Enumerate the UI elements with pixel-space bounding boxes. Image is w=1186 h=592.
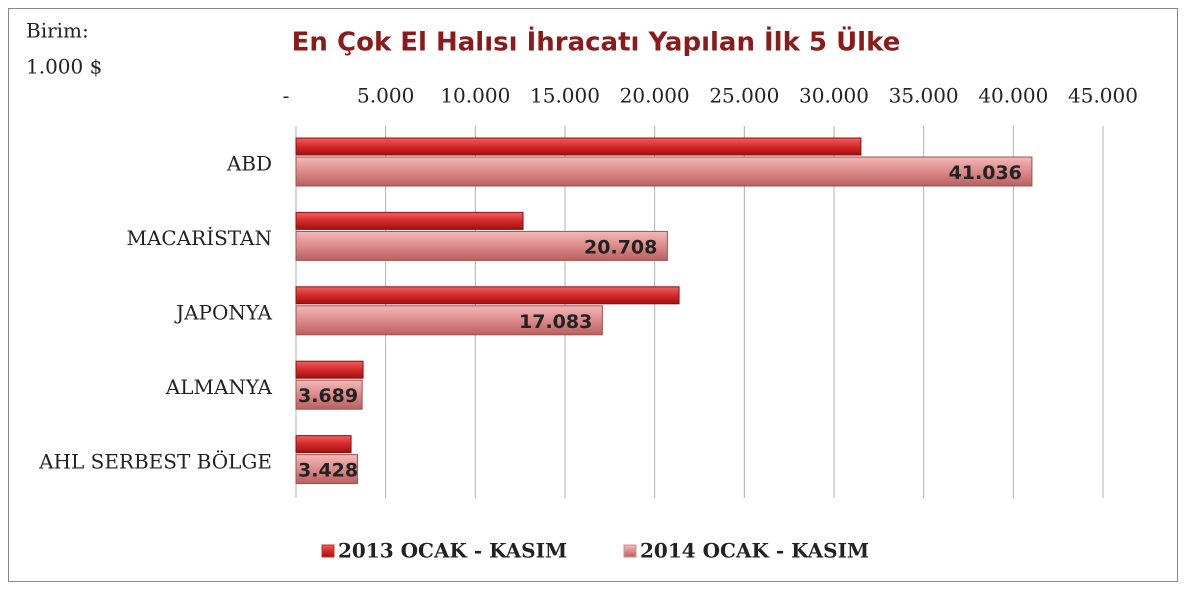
y-tick-label: AHL SERBEST BÖLGE: [38, 448, 272, 473]
x-tick-label: 5.000: [357, 84, 414, 108]
x-tick-label: 20.000: [620, 84, 690, 108]
annotation: 1.000 $: [26, 55, 102, 79]
x-tick-label: 10.000: [440, 84, 510, 108]
x-tick-label: 30.000: [799, 84, 869, 108]
bar: [295, 305, 603, 336]
legend-swatch: [623, 544, 637, 558]
bar: [295, 435, 352, 454]
x-tick-label: 25.000: [709, 84, 779, 108]
x-tick-label: 15.000: [530, 84, 600, 108]
data-label: 3.428: [298, 460, 358, 482]
bar: [295, 360, 364, 379]
data-label: 17.083: [519, 311, 592, 333]
y-tick-label: JAPONYA: [174, 301, 272, 325]
bar: [295, 454, 358, 485]
y-tick-label: ALMANYA: [165, 375, 273, 399]
bar: [295, 156, 1033, 187]
legend-label: 2014 OCAK - KASIM: [640, 539, 869, 563]
y-tick-label: ABD: [226, 152, 272, 176]
data-label: 3.689: [298, 385, 358, 407]
bar: [295, 211, 524, 230]
legend-label: 2013 OCAK - KASIM: [338, 539, 567, 563]
annotation: Birim:: [26, 19, 89, 43]
legend-swatch: [321, 544, 335, 558]
bar: [295, 230, 668, 261]
bar: [295, 286, 680, 305]
x-tick-label: -: [283, 84, 290, 108]
chart-title: En Çok El Halısı İhracatı Yapılan İlk 5 …: [292, 25, 901, 58]
data-label: 41.036: [949, 162, 1022, 184]
data-label: 20.708: [584, 236, 657, 258]
bar: [295, 379, 363, 410]
y-tick-label: MACARİSTAN: [126, 226, 272, 250]
x-tick-label: 40.000: [978, 84, 1048, 108]
x-tick-label: 35.000: [889, 84, 959, 108]
x-tick-label: 45.000: [1068, 84, 1138, 108]
bar: [295, 137, 862, 156]
